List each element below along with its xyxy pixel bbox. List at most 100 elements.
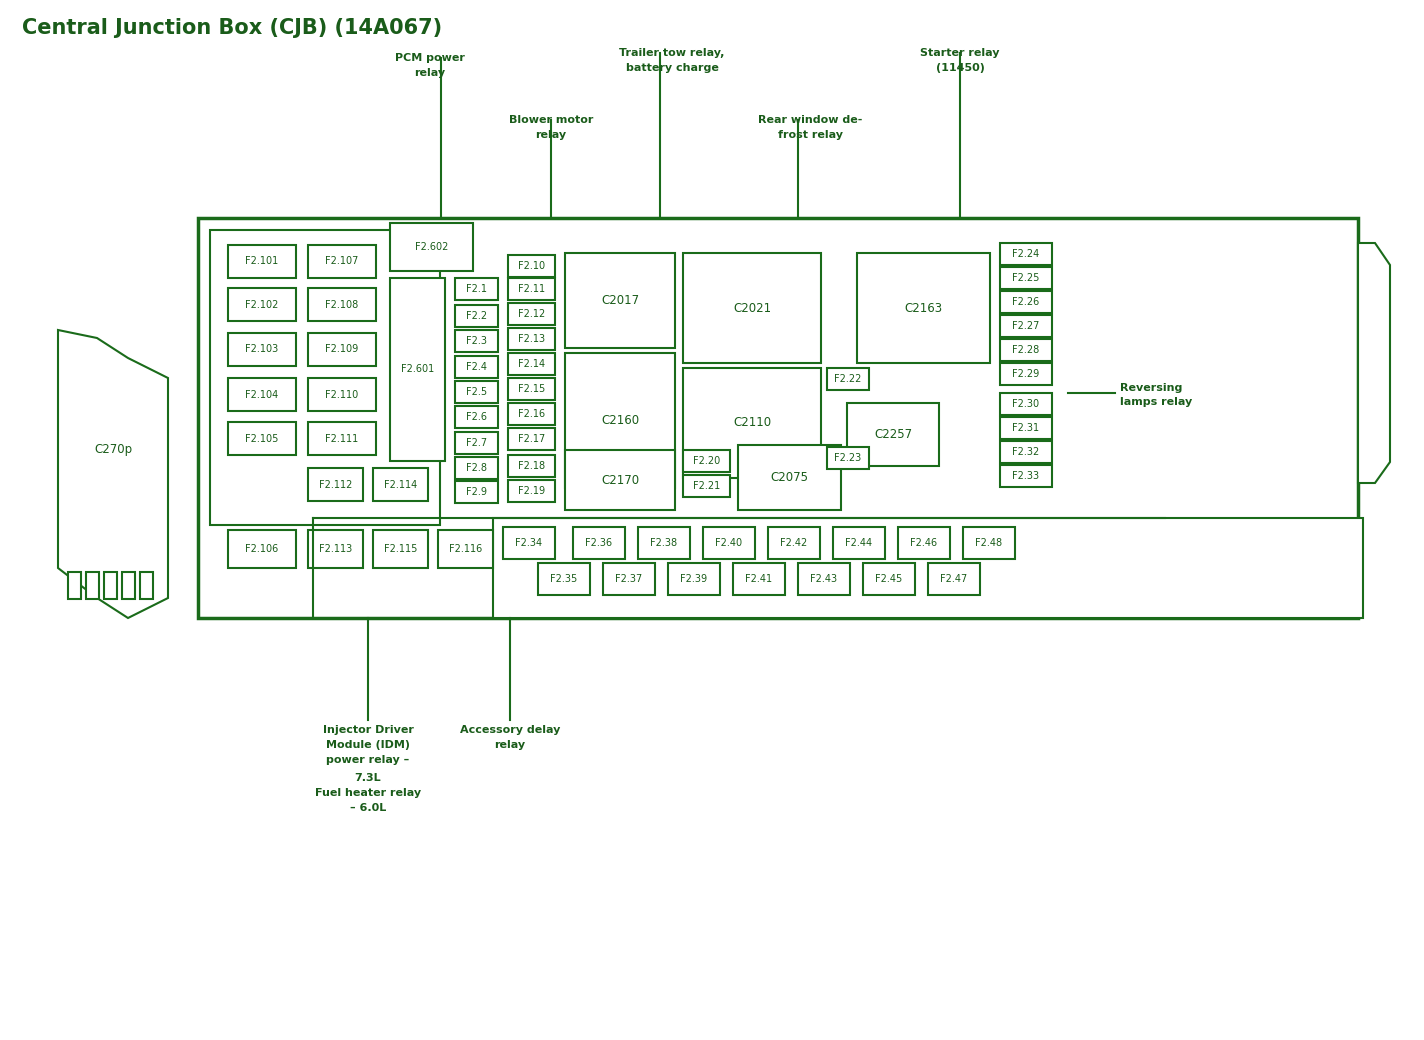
Text: Rear window de-: Rear window de- [758,115,862,125]
Text: F2.32: F2.32 [1012,447,1040,457]
Bar [508,428,555,450]
Text: F2.18: F2.18 [518,461,545,471]
Text: relay: relay [535,130,567,140]
Bar [373,530,429,568]
Text: F2.48: F2.48 [975,538,1002,548]
Bar [565,450,675,510]
Text: F2.25: F2.25 [1012,272,1040,283]
Bar [456,330,498,352]
Bar [899,527,950,560]
Text: F2.110: F2.110 [325,390,359,399]
Bar [228,530,296,568]
Text: F2.112: F2.112 [319,479,352,490]
Bar [684,368,822,478]
Bar [456,305,498,327]
Text: F2.114: F2.114 [384,479,417,490]
Text: F2.46: F2.46 [910,538,937,548]
Text: C270p: C270p [94,443,132,457]
Bar [1000,465,1052,487]
Text: F2.44: F2.44 [846,538,873,548]
Bar [503,527,555,560]
Text: C2110: C2110 [733,416,770,430]
Text: Injector Driver: Injector Driver [323,725,413,735]
Bar [308,530,363,568]
Bar [85,572,100,599]
Text: F2.6: F2.6 [466,412,487,422]
Bar [456,432,498,454]
Text: F2.20: F2.20 [693,456,721,466]
Bar [508,402,555,425]
Bar [228,333,296,366]
Bar [456,480,498,503]
Text: F2.29: F2.29 [1012,369,1040,379]
Bar [565,353,675,488]
Text: PCM power: PCM power [394,53,466,63]
Bar [228,422,296,456]
Text: relay: relay [494,740,525,750]
Bar [456,381,498,402]
Bar [508,456,555,477]
Bar [308,245,376,278]
Bar [228,245,296,278]
Text: relay: relay [414,68,446,78]
Text: Module (IDM): Module (IDM) [326,740,410,750]
Bar [797,563,850,595]
Text: F2.106: F2.106 [245,544,279,554]
Bar [684,253,822,363]
Text: F2.16: F2.16 [518,409,545,419]
Text: F2.102: F2.102 [245,300,279,310]
Bar [390,223,473,271]
Bar [572,527,625,560]
Text: F2.8: F2.8 [466,463,487,473]
Text: F2.602: F2.602 [414,242,449,252]
Text: F2.109: F2.109 [325,344,359,355]
Text: lamps relay: lamps relay [1121,397,1192,407]
Text: F2.116: F2.116 [449,544,483,554]
Text: Trailer tow relay,: Trailer tow relay, [619,48,725,58]
Text: F2.13: F2.13 [518,334,545,344]
Bar [228,288,296,321]
Bar [738,445,842,510]
Bar [1000,267,1052,289]
Text: (11450): (11450) [936,63,984,73]
Text: C2017: C2017 [601,294,639,307]
Text: F2.30: F2.30 [1012,399,1040,409]
Text: F2.35: F2.35 [550,574,578,584]
Text: F2.41: F2.41 [745,574,773,584]
Text: F2.45: F2.45 [876,574,903,584]
Text: F2.33: F2.33 [1012,471,1040,480]
Text: F2.104: F2.104 [245,390,279,399]
Text: F2.31: F2.31 [1012,423,1040,433]
Text: F2.2: F2.2 [466,311,487,321]
Text: F2.4: F2.4 [466,362,487,372]
Text: F2.42: F2.42 [780,538,807,548]
Text: F2.24: F2.24 [1012,249,1040,259]
Text: C2160: C2160 [601,414,639,427]
Text: F2.601: F2.601 [402,364,434,374]
Text: frost relay: frost relay [778,130,843,140]
Text: F2.101: F2.101 [245,257,279,266]
Bar [1000,441,1052,463]
Text: Accessory delay: Accessory delay [460,725,560,735]
Bar [684,475,731,497]
Text: F2.26: F2.26 [1012,297,1040,307]
Bar [847,402,938,466]
Text: F2.15: F2.15 [518,384,545,394]
Bar [508,328,555,350]
Text: F2.17: F2.17 [518,434,545,444]
Bar [768,527,820,560]
Bar [508,480,555,502]
Text: F2.28: F2.28 [1012,345,1040,355]
Bar [122,572,135,599]
Text: C2075: C2075 [770,471,809,484]
Bar [1000,243,1052,265]
Text: 7.3L: 7.3L [355,773,382,783]
Text: – 6.0L: – 6.0L [350,803,386,813]
Text: F2.107: F2.107 [325,257,359,266]
Bar [863,563,916,595]
Text: F2.37: F2.37 [615,574,642,584]
Polygon shape [58,330,168,618]
Text: F2.23: F2.23 [834,453,862,463]
Text: F2.38: F2.38 [651,538,678,548]
Bar [308,468,363,501]
